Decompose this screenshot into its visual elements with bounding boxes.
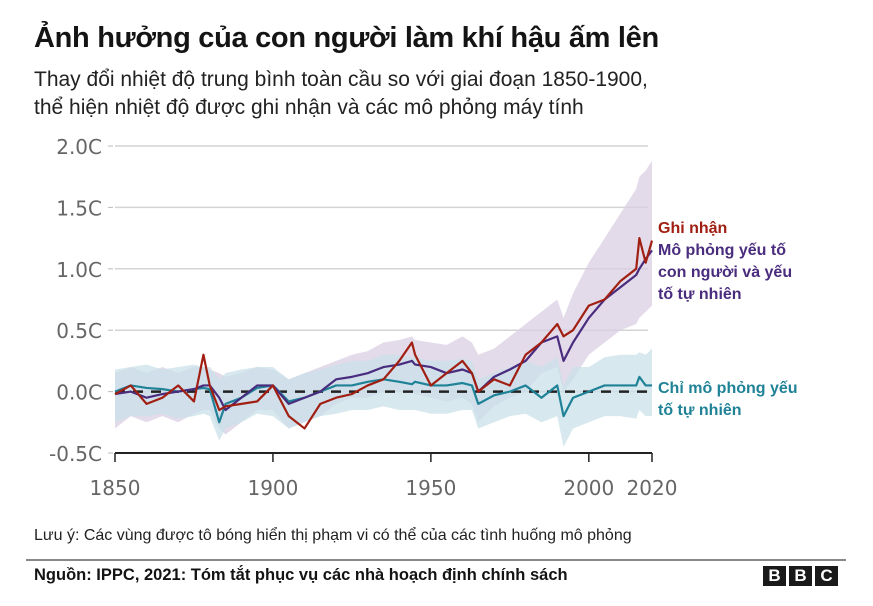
legend-human-natural-line-2: con người và yếu [658, 264, 793, 281]
footnote: Lưu ý: Các vùng được tô bóng hiển thị ph… [34, 527, 632, 544]
footer-divider [26, 559, 846, 561]
chart-subtitle: Thay đổi nhiệt độ trung bình toàn cầu so… [34, 66, 834, 122]
subtitle-line-1: Thay đổi nhiệt độ trung bình toàn cầu so… [34, 68, 648, 91]
legend-human-natural-line-1: Mô phỏng yếu tố [658, 242, 786, 259]
subtitle-line-2: thể hiện nhiệt độ được ghi nhận và các m… [34, 96, 584, 119]
legend-human-natural: Mô phỏng yếu tố con người và yếu tố tự n… [658, 240, 858, 306]
bbc-logo-letter: B [789, 566, 812, 586]
legend-observed: Ghi nhận [658, 218, 727, 240]
bbc-logo: B B C [763, 566, 838, 586]
y-tick-labels: -0.5C 0.0C 0.5C 1.0C 1.5C 2.0C [49, 135, 113, 466]
x-tick-label: 1900 [247, 476, 298, 500]
series-line-natural-only [114, 375, 652, 424]
legend-observed-line-1: Ghi nhận [658, 220, 728, 237]
legend-natural-only-line-1: Chỉ mô phỏng yếu [658, 380, 798, 397]
natural-only-band [115, 348, 652, 447]
series-line-observed [114, 237, 654, 430]
x-tick-label: 2020 [627, 476, 678, 500]
y-tick-label: 2.0C [56, 135, 102, 159]
legend-natural-only: Chỉ mô phỏng yếu tố tự nhiên [658, 378, 858, 422]
y-tick-label: 0.5C [56, 319, 102, 343]
y-tick-label: 1.5C [56, 196, 102, 220]
legend-natural-only-line-2: tố tự nhiên [658, 402, 742, 419]
uncertainty-bands [115, 160, 652, 447]
y-tick-label: -0.5C [49, 442, 102, 466]
chart-title: Ảnh hưởng của con người làm khí hậu ấm l… [34, 22, 659, 54]
source-text: Nguồn: IPPC, 2021: Tóm tắt phục vụ các n… [34, 566, 568, 584]
x-tick-label: 1950 [405, 476, 456, 500]
temperature-chart: -0.5C 0.0C 0.5C 1.0C 1.5C 2.0C 1850 1900 1950 20… [49, 135, 678, 500]
x-tick-label: 1850 [90, 476, 141, 500]
bbc-logo-letter: B [763, 566, 786, 586]
bbc-logo-letter: C [815, 566, 838, 586]
series-lines [114, 237, 654, 430]
axes [114, 452, 653, 462]
y-tick-label: 0.0C [56, 381, 102, 405]
x-tick-labels: 1850 1900 1950 2000 2020 [90, 476, 678, 500]
x-tick-label: 2000 [563, 476, 614, 500]
legend-human-natural-line-3: tố tự nhiên [658, 286, 742, 303]
y-tick-label: 1.0C [56, 258, 102, 282]
